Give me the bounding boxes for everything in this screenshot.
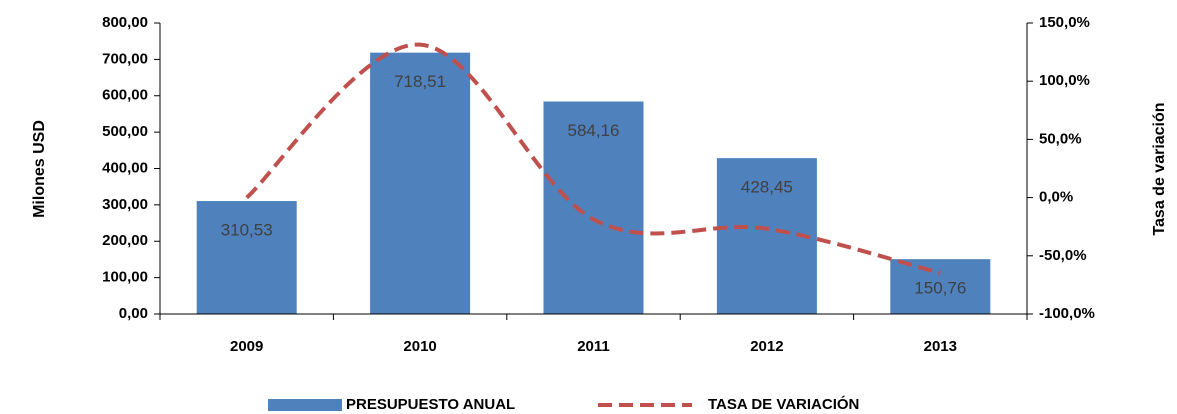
y2-tick-label: 50,0% — [1039, 130, 1082, 147]
bar — [543, 101, 644, 314]
y-tick-label: 300,00 — [102, 196, 148, 213]
y-tick-label: 400,00 — [102, 159, 148, 176]
y2-tick-label: 150,0% — [1039, 14, 1090, 31]
y-axis-title: Milones USD — [31, 120, 48, 218]
legend-label: TASA DE VARIACIÓN — [708, 395, 859, 413]
x-tick-label: 2013 — [924, 338, 957, 355]
bar — [890, 259, 991, 314]
x-tick-label: 2010 — [403, 338, 436, 355]
x-tick-label: 2012 — [750, 338, 783, 355]
y-tick-label: 200,00 — [102, 232, 148, 249]
y2-axis-title: Tasa de variación — [1151, 102, 1168, 235]
data-label: 310,53 — [221, 221, 273, 240]
x-tick-label: 2011 — [577, 338, 610, 355]
bar — [196, 201, 297, 314]
y-tick-label: 500,00 — [102, 123, 148, 140]
data-label: 718,51 — [394, 72, 446, 91]
y-tick-label: 800,00 — [102, 14, 148, 31]
y2-tick-label: -100,0% — [1039, 305, 1095, 322]
y-tick-label: 600,00 — [102, 87, 148, 104]
legend-label: PRESUPUESTO ANUAL — [346, 396, 515, 413]
data-label: 428,45 — [741, 178, 793, 197]
bar — [370, 52, 471, 314]
data-label: 584,16 — [568, 121, 620, 140]
y-tick-label: 700,00 — [102, 50, 148, 67]
y-tick-label: 100,00 — [102, 269, 148, 286]
legend-swatch — [268, 399, 342, 411]
y2-tick-label: 100,0% — [1039, 72, 1090, 89]
line-series — [245, 42, 941, 275]
data-label: 150,76 — [914, 279, 966, 298]
y2-tick-label: -50,0% — [1039, 247, 1087, 264]
y2-tick-label: 0,0% — [1039, 189, 1073, 206]
x-tick-label: 2009 — [230, 338, 263, 355]
y-tick-label: 0,00 — [119, 305, 148, 322]
